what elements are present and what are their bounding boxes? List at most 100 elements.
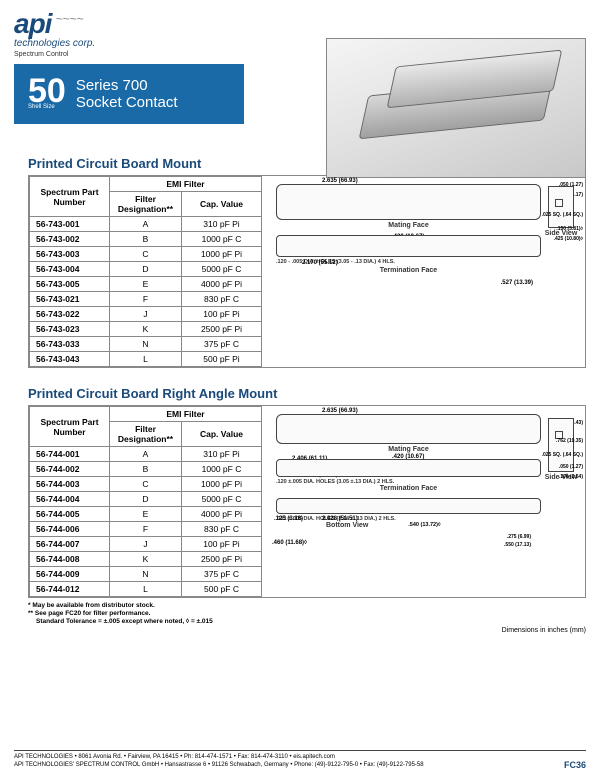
table-cell: 56-744-007 bbox=[30, 537, 110, 552]
table-row: 56-743-023K2500 pF Pi bbox=[30, 322, 262, 337]
logo-division: Spectrum Control bbox=[14, 51, 244, 58]
th-part: Spectrum Part Number bbox=[30, 407, 110, 447]
table-cell: 830 pF C bbox=[182, 522, 262, 537]
mating-face-label: Mating Face bbox=[276, 222, 541, 229]
dim-label: .425 (10.80)◊ bbox=[554, 236, 583, 242]
dim-label: .550 (17.13) bbox=[504, 542, 531, 548]
table-cell: A bbox=[110, 447, 182, 462]
table-cell: 56-743-023 bbox=[30, 322, 110, 337]
table-row: 56-744-001A310 pF Pi bbox=[30, 447, 262, 462]
th-filter: Filter Designation** bbox=[110, 422, 182, 447]
mating-face-box bbox=[276, 414, 541, 444]
section1-table: Spectrum Part Number EMI Filter Filter D… bbox=[29, 176, 262, 367]
connector-illustration bbox=[359, 77, 554, 140]
dim-label: .150 (3.81)◊ bbox=[556, 226, 583, 232]
table-cell: N bbox=[110, 567, 182, 582]
table-cell: 56-744-008 bbox=[30, 552, 110, 567]
table-cell: E bbox=[110, 507, 182, 522]
table-row: 56-743-022J100 pF Pi bbox=[30, 307, 262, 322]
footnote-1: * May be available from distributor stoc… bbox=[28, 602, 586, 610]
banner-line1: Series 700 bbox=[76, 77, 178, 94]
side-view-box: .050 (1.27) .243 (6.17) .025 SQ. (.64 SQ… bbox=[541, 186, 581, 237]
table-cell: 56-744-005 bbox=[30, 507, 110, 522]
table-row: 56-743-002B1000 pF C bbox=[30, 232, 262, 247]
table-cell: J bbox=[110, 537, 182, 552]
footnotes: * May be available from distributor stoc… bbox=[28, 602, 586, 625]
table-cell: E bbox=[110, 277, 182, 292]
table-cell: L bbox=[110, 352, 182, 367]
th-cap: Cap. Value bbox=[182, 422, 262, 447]
dim-label: .527 (13.39) bbox=[501, 280, 533, 286]
table-cell: 56-744-009 bbox=[30, 567, 110, 582]
table-cell: 56-744-012 bbox=[30, 582, 110, 597]
dim-label: .050 (1.27) bbox=[559, 464, 583, 470]
table-cell: 100 pF Pi bbox=[182, 537, 262, 552]
table-cell: B bbox=[110, 232, 182, 247]
term-face-box bbox=[276, 459, 541, 477]
th-emi: EMI Filter bbox=[110, 407, 262, 422]
table-cell: 310 pF Pi bbox=[182, 217, 262, 232]
table-row: 56-743-043L500 pF Pi bbox=[30, 352, 262, 367]
table-cell: 56-743-043 bbox=[30, 352, 110, 367]
table-cell: A bbox=[110, 217, 182, 232]
dim-label: .025 SQ. (.64 SQ.) bbox=[542, 212, 583, 218]
product-photo bbox=[326, 38, 586, 178]
dim-label: 2.170 (55.12) bbox=[302, 260, 338, 266]
term-face-box bbox=[276, 235, 541, 257]
table-cell: 56-743-033 bbox=[30, 337, 110, 352]
table-cell: 56-743-002 bbox=[30, 232, 110, 247]
table-cell: 500 pF C bbox=[182, 582, 262, 597]
side-shape bbox=[548, 186, 574, 228]
table-cell: 56-743-004 bbox=[30, 262, 110, 277]
logo-swoosh-icon: ~~~~ bbox=[55, 12, 83, 26]
dim-label: 2.028 (51.51) bbox=[322, 516, 358, 522]
table-cell: 100 pF Pi bbox=[182, 307, 262, 322]
table-cell: C bbox=[110, 247, 182, 262]
table-cell: B bbox=[110, 462, 182, 477]
table-row: 56-743-033N375 pF C bbox=[30, 337, 262, 352]
logo-text: api bbox=[14, 8, 51, 40]
side-view-box: .135 (3.43) .762 (19.35) .025 SQ. (.64 S… bbox=[541, 418, 581, 481]
footer-line2: API TECHNOLOGIES' SPECTRUM CONTROL GmbH … bbox=[14, 762, 424, 770]
dim-label: .025 SQ. (.64 SQ.) bbox=[542, 452, 583, 458]
footer-line1: API TECHNOLOGIES • 8061 Avonia Rd. • Fai… bbox=[14, 754, 424, 762]
logo-subtitle: technologies corp. bbox=[14, 38, 244, 49]
table-cell: 2500 pF Pi bbox=[182, 552, 262, 567]
dim-label: .100 (2.54) bbox=[559, 474, 583, 480]
table-cell: 56-743-021 bbox=[30, 292, 110, 307]
dim-label: .275 (6.99) bbox=[507, 534, 531, 540]
dim-label: .125 (3.18) bbox=[274, 516, 303, 522]
table-cell: 56-743-003 bbox=[30, 247, 110, 262]
table-cell: 56-743-022 bbox=[30, 307, 110, 322]
footer: API TECHNOLOGIES • 8061 Avonia Rd. • Fai… bbox=[14, 750, 586, 770]
table-row: 56-744-005E4000 pF Pi bbox=[30, 507, 262, 522]
table-cell: 2500 pF Pi bbox=[182, 322, 262, 337]
dimensions-note: Dimensions in inches (mm) bbox=[0, 627, 586, 634]
table-row: 56-743-003C1000 pF Pi bbox=[30, 247, 262, 262]
table-row: 56-744-006F830 pF C bbox=[30, 522, 262, 537]
table-row: 56-743-001A310 pF Pi bbox=[30, 217, 262, 232]
table-cell: 500 pF Pi bbox=[182, 352, 262, 367]
table-row: 56-744-004D5000 pF C bbox=[30, 492, 262, 507]
table-row: 56-744-007J100 pF Pi bbox=[30, 537, 262, 552]
mating-face-label: Mating Face bbox=[276, 446, 541, 453]
table-cell: D bbox=[110, 492, 182, 507]
th-filter: Filter Designation** bbox=[110, 192, 182, 217]
table-cell: D bbox=[110, 262, 182, 277]
logo-block: api ~~~~ technologies corp. Spectrum Con… bbox=[0, 0, 244, 124]
section2-title: Printed Circuit Board Right Angle Mount bbox=[28, 386, 600, 401]
th-part: Spectrum Part Number bbox=[30, 177, 110, 217]
footnote-3: Standard Tolerance = ±.005 except where … bbox=[28, 618, 586, 626]
bottom-view-box bbox=[276, 498, 541, 514]
table-cell: C bbox=[110, 477, 182, 492]
table-cell: 310 pF Pi bbox=[182, 447, 262, 462]
table-cell: F bbox=[110, 292, 182, 307]
table-row: 56-743-005E4000 pF Pi bbox=[30, 277, 262, 292]
section1-diagram: 2.635 (66.93) 2.062 (52.37) .605 (15.37)… bbox=[262, 176, 585, 367]
table-cell: 4000 pF Pi bbox=[182, 507, 262, 522]
th-cap: Cap. Value bbox=[182, 192, 262, 217]
table-row: 56-743-021F830 pF C bbox=[30, 292, 262, 307]
dim-label: .762 (19.35) bbox=[556, 438, 583, 444]
table-cell: 56-744-003 bbox=[30, 477, 110, 492]
section2-diagram: 2.635 (66.93) 2.062 (52.37) .605 (15.37)… bbox=[262, 406, 585, 597]
